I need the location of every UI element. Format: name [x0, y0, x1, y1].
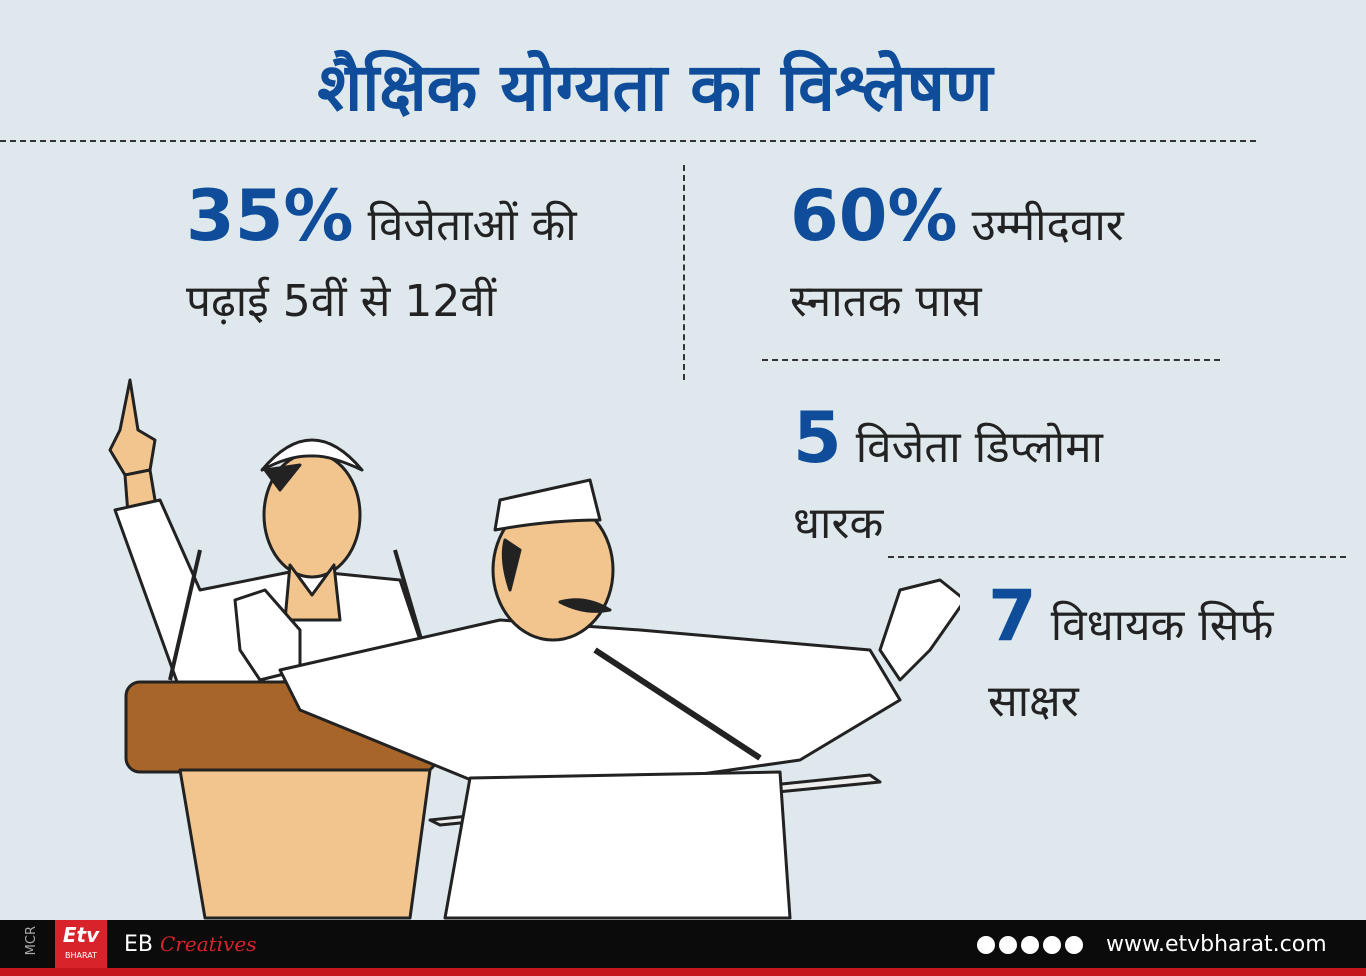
website[interactable]: www.etvbharat.com [1106, 932, 1327, 957]
stat: 35% विजेताओं की पढ़ाई 5वीं से 12वीं [186, 178, 577, 340]
divider [888, 556, 1346, 558]
stat: 5 विजेता डिप्लोमा धारक [793, 400, 1103, 562]
footer-stripe [0, 968, 1366, 976]
brand-script: Creatives [160, 932, 257, 956]
stat-number: 7 [988, 575, 1037, 657]
stat: 60% उम्मीदवार स्नातक पास [790, 178, 1124, 340]
logo: Etv BHARAT [55, 920, 107, 968]
logo-top: Etv [62, 923, 100, 947]
divider [683, 165, 685, 380]
stat-number: 35% [186, 175, 354, 257]
footer: MCR Etv BHARAT EB Creatives www.etvbhara… [0, 920, 1366, 968]
stat-text: विधायक सिर्फ [1050, 600, 1274, 651]
stat: 7 विधायक सिर्फ साक्षर [988, 578, 1273, 740]
stat-text: विजेताओं की [367, 200, 577, 251]
stat-text: पढ़ाई 5वीं से 12वीं [186, 276, 497, 327]
stat-text: धारक [793, 498, 884, 549]
stat-number: 60% [790, 175, 958, 257]
stat-text: साक्षर [988, 676, 1079, 727]
stat-number: 5 [793, 397, 842, 479]
stat-text: विजेता डिप्लोमा [855, 422, 1103, 473]
title: शैक्षिक योग्यता का विश्लेषण [317, 49, 993, 126]
social-icons [977, 936, 1083, 954]
logo-bottom: BHARAT [65, 951, 97, 960]
divider [762, 359, 1220, 361]
divider [0, 140, 1256, 142]
region: MCR [24, 926, 39, 956]
brand: EB [124, 932, 153, 957]
stat-text: उम्मीदवार [971, 200, 1124, 251]
stat-text: स्नातक पास [790, 276, 982, 327]
illustration [108, 378, 960, 920]
